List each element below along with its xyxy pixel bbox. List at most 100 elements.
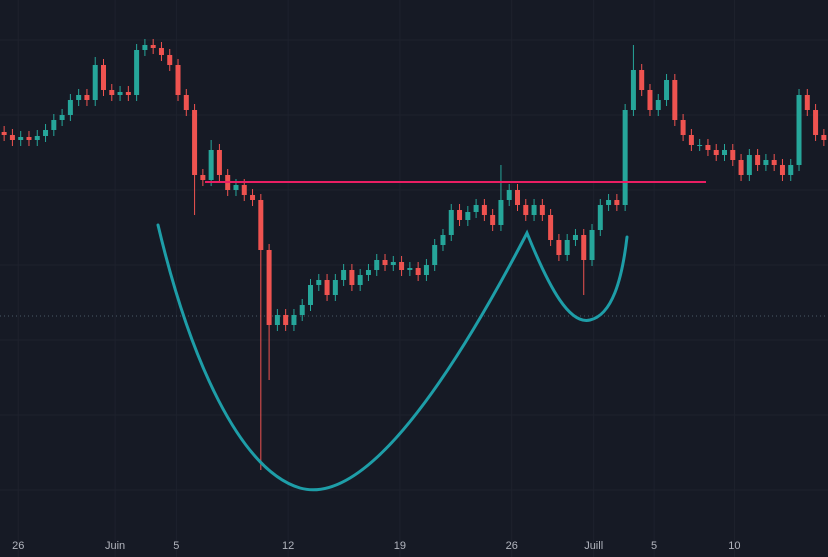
candle-body: [316, 280, 322, 285]
candle-body: [374, 260, 380, 270]
candle-body: [407, 268, 413, 270]
candle-body: [763, 160, 769, 165]
candle-body: [109, 90, 115, 95]
candle-body: [672, 80, 678, 120]
candle-body: [639, 70, 645, 90]
candle-body: [125, 92, 131, 95]
candle-body: [283, 315, 289, 325]
candle-body: [9, 135, 15, 140]
candle-body: [539, 205, 545, 215]
candle-body: [18, 137, 24, 140]
candle-body: [473, 205, 479, 212]
candle-body: [722, 150, 727, 155]
x-tick-label: Juill: [584, 540, 603, 552]
candle-body: [465, 212, 471, 220]
candle-body: [158, 48, 164, 55]
x-axis: 26 Juin 5 12 19 26 Juill 5 10: [12, 540, 740, 552]
candle-body: [746, 155, 752, 175]
candle-body: [390, 262, 396, 265]
candle-body: [175, 65, 181, 95]
candle-body: [415, 268, 421, 275]
candle-body: [324, 280, 330, 295]
candle-body: [308, 285, 313, 305]
x-tick-label: 26: [506, 540, 518, 552]
candle-body: [523, 205, 529, 215]
candle-body: [548, 215, 554, 240]
candle-body: [349, 270, 355, 285]
candle-body: [51, 120, 57, 130]
candle-body: [357, 275, 363, 285]
candle-body: [233, 185, 239, 190]
candle-body: [705, 145, 711, 150]
candle-body: [564, 240, 570, 255]
candle-body: [490, 215, 496, 225]
x-tick-label: 12: [282, 540, 294, 552]
candle-body: [738, 160, 744, 175]
candle-body: [258, 200, 264, 250]
candle-body: [43, 130, 49, 136]
candle-body: [589, 230, 595, 260]
x-tick-label: Juin: [105, 540, 125, 552]
candle-body: [299, 305, 305, 315]
candle-body: [796, 95, 802, 165]
candle-body: [498, 200, 504, 225]
candle-body: [142, 45, 148, 50]
candle-body: [779, 165, 785, 175]
candle-body: [266, 250, 272, 325]
candle-body: [481, 205, 487, 215]
candle-body: [67, 100, 73, 115]
candle-body: [34, 136, 40, 140]
candle-body: [457, 210, 463, 220]
candle-body: [216, 150, 222, 175]
candle-body: [291, 315, 297, 325]
candle-body: [274, 315, 280, 325]
candle-body: [664, 80, 670, 100]
x-tick-label: 5: [651, 540, 657, 552]
candle-body: [26, 137, 32, 140]
candle-body: [241, 185, 247, 195]
candle-body: [788, 165, 794, 175]
candle-body: [755, 155, 761, 165]
candle-body: [630, 70, 636, 110]
candle-body: [597, 205, 603, 230]
candle-body: [572, 235, 578, 240]
candle-body: [531, 205, 537, 215]
candle-body: [399, 262, 405, 270]
candle-body: [432, 245, 438, 265]
candle-body: [84, 95, 90, 100]
candle-body: [1, 132, 7, 135]
candle-body: [655, 100, 661, 110]
candle-body: [208, 150, 214, 180]
x-tick-label: 26: [12, 540, 24, 552]
candle-body: [76, 95, 82, 100]
candle-body: [730, 150, 736, 160]
x-tick-label: 19: [394, 540, 406, 552]
candle-body: [101, 65, 106, 90]
candle-body: [200, 175, 206, 180]
candle-body: [813, 110, 819, 135]
candle-body: [167, 55, 173, 65]
candle-body: [440, 235, 446, 245]
candle-body: [250, 195, 256, 200]
candle-body: [448, 210, 454, 235]
candle-body: [647, 90, 653, 110]
candle-body: [117, 92, 123, 95]
candle-body: [59, 115, 65, 120]
candle-body: [680, 120, 686, 135]
candles: [1, 39, 827, 470]
candle-body: [771, 160, 777, 165]
candle-body: [365, 270, 371, 275]
candle-body: [581, 235, 587, 260]
x-tick-label: 5: [173, 540, 179, 552]
candle-body: [821, 135, 827, 140]
candle-body: [556, 240, 562, 255]
candle-body: [192, 110, 198, 175]
candle-body: [92, 65, 98, 100]
candle-body: [614, 200, 620, 205]
candle-body: [506, 190, 512, 200]
candle-body: [332, 280, 338, 295]
candle-body: [606, 200, 612, 205]
